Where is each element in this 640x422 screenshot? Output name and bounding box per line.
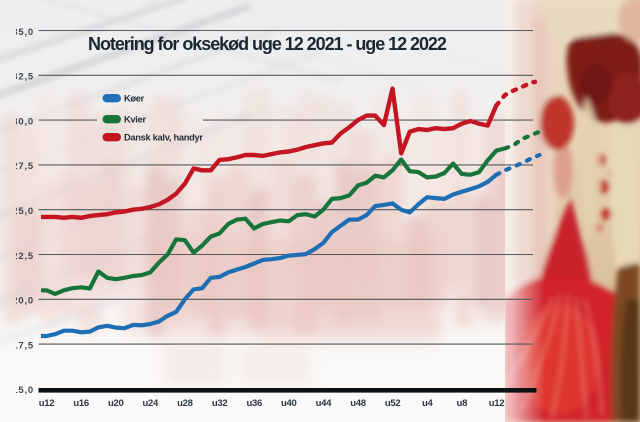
svg-text:u44: u44 — [316, 398, 332, 409]
svg-text:17,5: 17,5 — [12, 340, 34, 351]
svg-text:u28: u28 — [177, 398, 192, 409]
svg-text:u12: u12 — [39, 398, 54, 409]
svg-text:27,5: 27,5 — [12, 161, 34, 172]
svg-text:30,0: 30,0 — [12, 116, 34, 127]
svg-text:u24: u24 — [143, 398, 159, 409]
svg-text:25,0: 25,0 — [12, 206, 34, 217]
svg-text:Køer: Køer — [124, 94, 145, 104]
svg-text:Kvier: Kvier — [124, 115, 146, 125]
svg-text:u12: u12 — [489, 398, 504, 409]
svg-text:Dansk kalv, handyr: Dansk kalv, handyr — [124, 133, 203, 143]
svg-text:u32: u32 — [212, 398, 227, 409]
svg-text:22,5: 22,5 — [12, 251, 34, 262]
svg-text:Notering for oksekød uge 12 20: Notering for oksekød uge 12 2021 - uge 1… — [88, 34, 447, 54]
svg-text:u16: u16 — [73, 398, 88, 409]
svg-text:u4: u4 — [422, 398, 434, 409]
svg-text:15,0: 15,0 — [12, 385, 34, 396]
svg-text:20,0: 20,0 — [12, 296, 34, 307]
svg-text:u20: u20 — [108, 398, 123, 409]
svg-text:u36: u36 — [246, 398, 261, 409]
svg-text:u40: u40 — [281, 398, 296, 409]
svg-text:u8: u8 — [457, 398, 468, 409]
svg-text:u52: u52 — [385, 398, 400, 409]
svg-text:u48: u48 — [350, 398, 365, 409]
svg-text:35,0: 35,0 — [12, 27, 34, 38]
svg-text:32,5: 32,5 — [12, 72, 34, 83]
